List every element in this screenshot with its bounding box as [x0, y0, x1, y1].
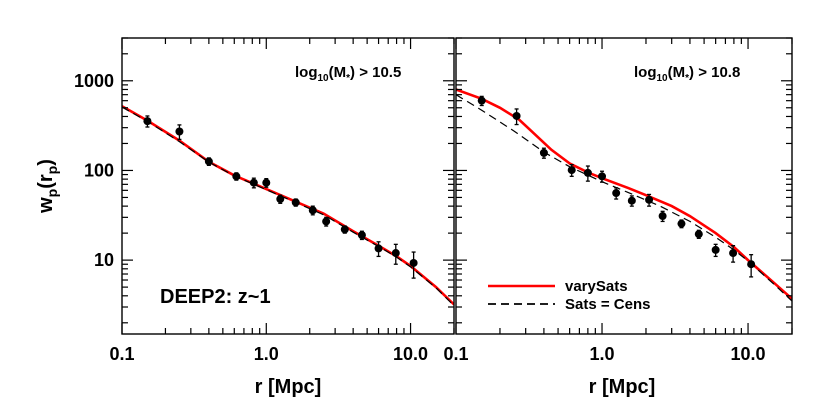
right-marker — [694, 230, 703, 239]
left-data-point — [276, 194, 285, 204]
right-series-sats-cens-line — [456, 94, 792, 302]
left-plot-frame — [121, 37, 455, 335]
right-x-axis-title: r [Mpc] — [589, 376, 656, 398]
left-marker — [262, 178, 271, 187]
right-data-point — [477, 95, 486, 107]
left-marker — [374, 244, 383, 253]
right-panel: 0.1 1.0 10.0 log10(M*) > 10.8 r [Mpc] vary… — [443, 37, 793, 398]
left-data-point — [262, 178, 271, 188]
left-annotation-top: log10(M*) > 10.5 — [295, 64, 401, 84]
left-data-point — [232, 172, 241, 181]
right-marker — [598, 172, 607, 181]
left-data-point — [409, 251, 418, 279]
right-plot-area — [456, 88, 792, 302]
right-data-point — [658, 210, 667, 223]
right-data-point — [729, 245, 738, 263]
right-data-point — [711, 243, 720, 258]
right-marker — [612, 189, 621, 198]
right-data-point — [539, 147, 548, 159]
y-axis-title: wp(rp) — [35, 159, 60, 214]
left-data-point — [374, 241, 383, 258]
legend-label: varySats — [565, 278, 628, 295]
left-marker — [308, 206, 317, 215]
right-data-point — [583, 165, 592, 182]
right-x-tick-label: 0.1 — [443, 344, 468, 364]
right-marker — [747, 260, 756, 269]
right-series-varysats-line — [456, 88, 792, 300]
right-data-point — [627, 195, 636, 207]
right-marker — [729, 249, 738, 258]
left-marker — [391, 249, 400, 258]
left-x-tick-label: 0.1 — [109, 344, 134, 364]
right-marker — [539, 148, 548, 157]
right-data-point — [694, 229, 703, 239]
left-data-point — [249, 177, 258, 189]
legend-label: Sats = Cens — [565, 296, 650, 313]
right-data-point — [612, 187, 621, 200]
right-plot-frame — [455, 37, 793, 335]
left-data-point — [357, 230, 366, 241]
left-marker — [276, 195, 285, 204]
left-data-point — [143, 115, 152, 128]
left-marker — [322, 217, 331, 226]
left-data-point — [175, 124, 184, 141]
left-marker — [340, 225, 349, 234]
right-marker — [583, 168, 592, 177]
left-series-varysats-line — [122, 105, 454, 306]
left-data-point — [340, 225, 349, 234]
right-marker — [567, 166, 576, 175]
left-marker — [143, 117, 152, 126]
left-x-tick-label: 10.0 — [393, 344, 428, 364]
right-x-tick-label: 10.0 — [731, 344, 766, 364]
right-data-point — [567, 164, 576, 177]
left-data-point — [322, 216, 331, 227]
left-data-point — [391, 243, 400, 265]
left-y-tick-label: 10 — [94, 250, 114, 270]
left-annotation-inner: DEEP2: z~1 — [160, 286, 271, 308]
left-marker — [175, 127, 184, 136]
right-data-point — [747, 254, 756, 278]
left-plot-area — [122, 105, 454, 307]
right-marker — [627, 196, 636, 205]
right-marker — [645, 195, 654, 204]
right-data-point — [645, 193, 654, 207]
left-marker — [249, 178, 258, 187]
left-data-point — [308, 205, 317, 216]
left-y-tick-label: 100 — [84, 160, 114, 180]
right-data-point — [598, 170, 607, 183]
right-marker — [477, 96, 486, 105]
right-marker — [677, 219, 686, 228]
right-x-tick-label: 1.0 — [590, 344, 615, 364]
left-y-tick-label: 1000 — [74, 71, 114, 91]
left-x-tick-label: 1.0 — [254, 344, 279, 364]
left-data-point — [204, 157, 213, 166]
right-annotation-top: log10(M*) > 10.8 — [634, 64, 740, 84]
left-series-sats-cens-line — [122, 106, 454, 307]
left-marker — [291, 198, 300, 207]
left-marker — [409, 258, 418, 267]
right-marker — [711, 245, 720, 254]
left-marker — [357, 231, 366, 240]
right-marker — [658, 212, 667, 221]
left-panel: 0.1 1.0 10.0 10 100 1000 log10(M*) > 10.5 DEE… — [35, 37, 455, 398]
right-data-point — [512, 108, 521, 126]
left-x-axis-title: r [Mpc] — [255, 376, 322, 398]
right-data-point — [677, 219, 686, 229]
right-marker — [512, 111, 521, 120]
left-marker — [204, 157, 213, 166]
left-data-point — [291, 198, 300, 207]
left-marker — [232, 172, 241, 181]
